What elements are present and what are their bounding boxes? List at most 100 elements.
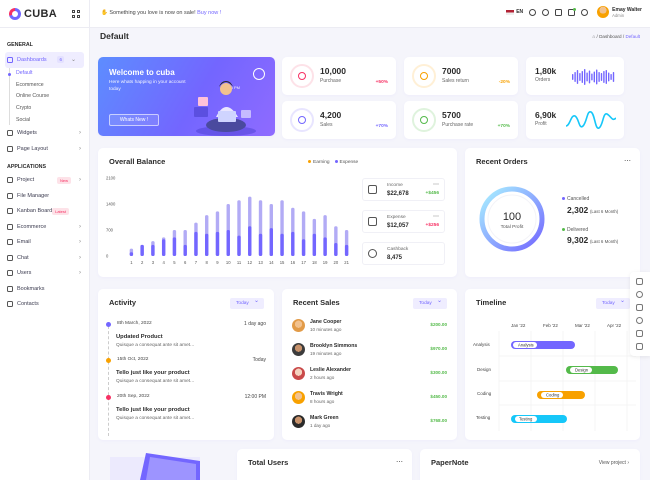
bell-icon[interactable]	[581, 8, 589, 16]
moon-icon[interactable]	[542, 8, 550, 16]
contacts-icon	[7, 301, 13, 308]
sidebar-item-file-manager[interactable]: File Manager	[0, 188, 89, 204]
sidebar-subitem-crypto[interactable]: Crypto	[0, 102, 89, 114]
x-tick-label: 4	[162, 260, 165, 265]
avatar	[292, 319, 305, 332]
x-tick-label: 16	[290, 260, 295, 265]
legend-expense: Expense	[334, 160, 358, 165]
customizer-icon[interactable]	[636, 278, 643, 285]
view-project-link[interactable]: View project ›	[598, 460, 629, 466]
crumb-default: Default	[625, 34, 640, 39]
settings-icon[interactable]	[636, 317, 643, 324]
crumb-dashboard[interactable]: Dashboard	[599, 34, 622, 39]
avatar	[292, 391, 305, 404]
user-profile[interactable]: Emay Walter Admin	[597, 6, 642, 18]
spark-bar	[603, 71, 605, 83]
sidebar-item-dashboards[interactable]: Dashboards 6 ⌄	[5, 52, 84, 68]
expense-bar	[140, 244, 144, 256]
sales-change: +70%	[375, 124, 388, 129]
more-icon[interactable]: ⋯	[396, 459, 403, 466]
sidebar-item-email[interactable]: Email ›	[0, 234, 89, 250]
cart-icon	[7, 223, 13, 230]
activity-line	[108, 326, 109, 436]
sidebar-subitem-social[interactable]: Social	[0, 113, 89, 126]
x-tick-label: 3	[152, 260, 155, 265]
sidebar-item-contacts[interactable]: Contacts	[0, 296, 89, 312]
sale-row[interactable]: Jane Cooper 10 minutes ago $200.00	[292, 318, 447, 334]
promo-illustration	[110, 453, 200, 480]
wallet-icon	[368, 217, 377, 226]
more-icon[interactable]: ⋯	[433, 214, 439, 220]
bookmark-icon	[7, 285, 13, 292]
x-tick-label: 11	[237, 260, 242, 265]
more-icon[interactable]: ⋯	[433, 182, 439, 188]
home-icon[interactable]: ⌂	[592, 34, 596, 39]
gear-icon[interactable]	[636, 291, 643, 298]
buy-now-link[interactable]: Buy now !	[197, 10, 222, 16]
gantt-tag	[570, 367, 592, 373]
expense-bar	[129, 252, 134, 256]
logo[interactable]: CUBA	[0, 0, 89, 28]
stat-sales: 4,200 Sales +70%	[282, 101, 396, 139]
balance-title: Overall Balance	[109, 157, 166, 166]
sidebar-item-ecommerce[interactable]: Ecommerce ›	[0, 219, 89, 235]
sidebar-item-users[interactable]: Users ›	[0, 265, 89, 281]
expense-bar	[161, 239, 166, 256]
clock-icon	[253, 68, 265, 80]
row-label: Coding	[477, 391, 492, 396]
spark-bar	[574, 72, 576, 82]
paper-title: PaperNote	[431, 458, 469, 467]
spark-bar	[610, 74, 612, 80]
return-ring	[412, 64, 436, 88]
image-icon[interactable]	[636, 330, 643, 337]
layout-icon	[7, 145, 13, 152]
sidebar-item-page-layout[interactable]: Page Layout ›	[0, 141, 89, 157]
sales-filter[interactable]: Today	[413, 296, 447, 309]
sidebar-item-chat[interactable]: Chat ›	[0, 250, 89, 266]
timeline-filter[interactable]: Today	[596, 296, 630, 309]
sidebar-subitem-default[interactable]: Default	[0, 67, 89, 80]
x-tick-label: 9	[216, 260, 219, 265]
star-icon[interactable]	[555, 8, 563, 16]
month-label: Apr '22	[607, 323, 622, 328]
sale-row[interactable]: Mark Green 1 day ago $768.00	[292, 414, 447, 430]
latest-badge: Latest	[52, 207, 69, 215]
sale-row[interactable]: Travis Wright 8 hours ago $450.00	[292, 390, 447, 406]
spark-bar	[579, 73, 581, 81]
month-label: Feb '22	[543, 323, 558, 328]
welcome-desc: Here whats happing in your account today	[109, 80, 186, 92]
more-icon[interactable]: ⋯	[624, 158, 631, 165]
sidebar-subitem-ecommerce[interactable]: Ecommerce	[0, 79, 89, 91]
expense-bar	[194, 231, 198, 256]
sidebar-item-project[interactable]: Project New ›	[0, 172, 89, 188]
box-icon[interactable]	[636, 304, 643, 311]
sidebar-item-kanban[interactable]: Kanban Board Latest	[0, 203, 89, 219]
cart-icon	[298, 72, 306, 80]
spark-bar	[588, 70, 591, 84]
sale-row[interactable]: Brooklyn Simmons 19 minutes ago $970.00	[292, 342, 447, 358]
stat-sales-return: 7000 Sales return -20%	[404, 57, 518, 95]
grid-toggle-icon[interactable]	[72, 10, 80, 18]
cart-icon[interactable]	[568, 7, 577, 16]
dollar-icon	[298, 116, 306, 124]
sidebar-item-bookmarks[interactable]: Bookmarks	[0, 281, 89, 297]
sale-notice: ✋ Something you love is now on sale! Buy…	[101, 10, 222, 16]
expense-bar	[226, 230, 230, 256]
activity-filter[interactable]: Today	[230, 296, 264, 309]
home-icon	[7, 56, 13, 63]
hand-wave-icon: ✋	[101, 10, 108, 16]
legend-earning: Earning	[308, 160, 330, 165]
layers-icon[interactable]	[636, 343, 643, 350]
x-tick-label: 20	[334, 260, 339, 265]
whats-new-button[interactable]: Whats New !	[109, 114, 159, 126]
expense-bar	[269, 228, 273, 256]
sale-row[interactable]: Leslie Alexander 2 hours ago $300.00	[292, 366, 447, 382]
language-selector[interactable]: EN	[506, 9, 523, 15]
sidebar-subitem-online-course[interactable]: Online Course	[0, 90, 89, 103]
stat-purchase: 10,000 Purchase +50%	[282, 57, 396, 95]
search-icon[interactable]	[529, 8, 537, 16]
recent-orders-card: Recent Orders ⋯ 100 Total Profit Cancell…	[465, 148, 640, 277]
activity-dot	[106, 395, 111, 400]
sidebar-item-widgets[interactable]: Widgets ›	[0, 125, 89, 141]
